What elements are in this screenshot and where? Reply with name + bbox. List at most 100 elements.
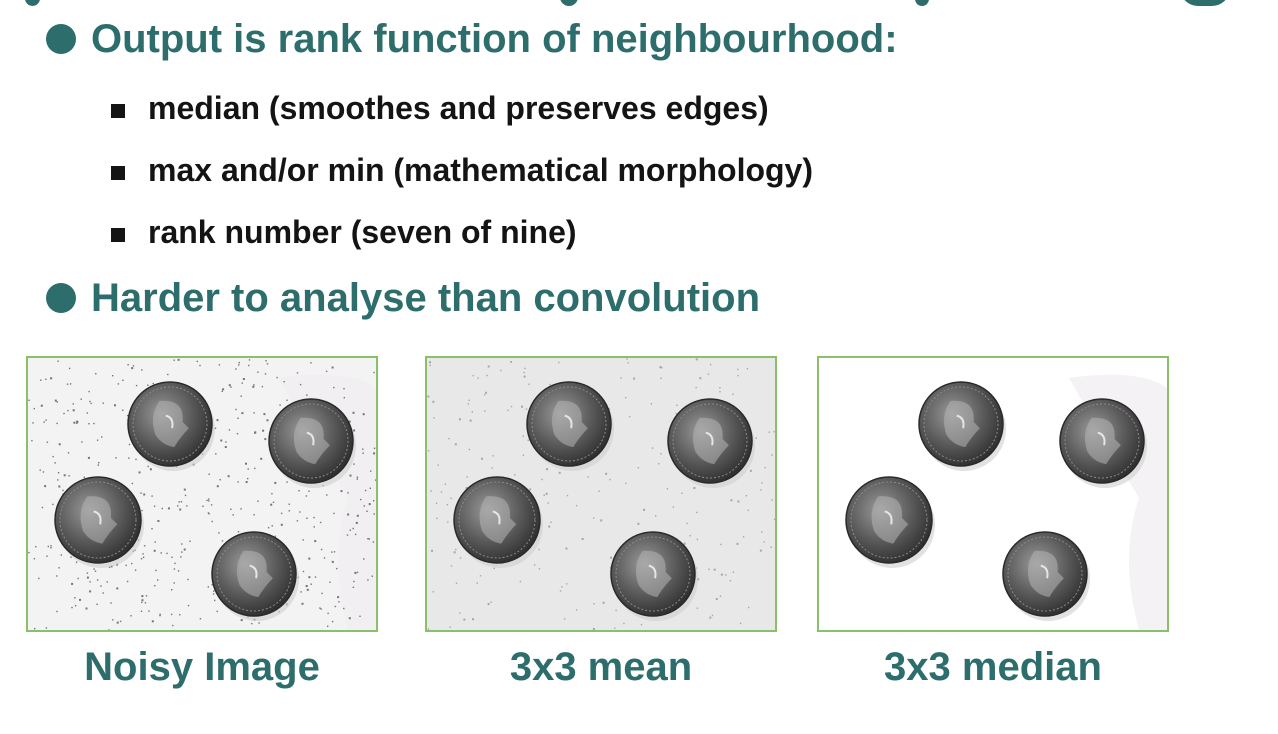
coin	[526, 381, 614, 471]
noise-dot	[519, 580, 522, 583]
noise-dot	[454, 443, 457, 446]
noise-dot	[38, 577, 40, 580]
noise-dot	[267, 527, 270, 529]
noise-dot	[459, 612, 461, 614]
noise-dot	[343, 388, 345, 390]
noise-dot	[253, 514, 255, 516]
noise-dot	[308, 557, 311, 560]
noise-dot	[356, 571, 359, 574]
cut-off-title	[0, 0, 1278, 8]
noise-dot	[151, 620, 154, 623]
noise-dot	[538, 568, 541, 570]
noise-dot	[742, 536, 745, 538]
noisy-image	[26, 356, 378, 632]
noise-dot	[50, 547, 52, 549]
noise-dot	[112, 619, 114, 621]
noise-dot	[240, 395, 242, 397]
noise-dot	[331, 551, 333, 553]
noise-dot	[547, 502, 549, 504]
noise-dot	[76, 420, 78, 422]
noise-dot	[455, 582, 458, 584]
noise-dot	[359, 615, 361, 617]
noise-dot	[56, 401, 58, 403]
noise-dot	[52, 455, 54, 458]
noise-dot	[333, 512, 335, 515]
noise-dot	[238, 361, 240, 364]
noise-dot	[142, 556, 145, 558]
noise-dot	[737, 374, 739, 377]
noise-dot	[73, 421, 76, 424]
noise-dot	[485, 391, 487, 394]
noise-dot	[614, 627, 616, 629]
noise-dot	[346, 534, 349, 536]
noise-dot	[521, 405, 523, 408]
noise-dot	[34, 628, 36, 630]
noise-dot	[286, 481, 288, 483]
noise-dot	[300, 591, 302, 593]
noise-dot	[142, 553, 144, 555]
noise-dot	[71, 582, 74, 585]
noise-dot	[138, 471, 141, 474]
noise-dot	[353, 463, 355, 465]
noise-dot	[245, 462, 247, 465]
noise-dot	[28, 399, 30, 401]
noise-dot	[196, 360, 198, 363]
noise-dot	[102, 402, 104, 404]
noise-dot	[695, 358, 698, 361]
noise-dot	[373, 500, 375, 502]
noise-dot	[737, 368, 739, 371]
noise-dot	[524, 367, 526, 370]
noise-dot	[54, 462, 56, 464]
noise-dot	[173, 359, 175, 361]
noise-dot	[561, 586, 563, 588]
noise-dot	[487, 603, 490, 606]
noise-dot	[187, 604, 190, 607]
noise-dot	[240, 508, 242, 510]
noise-dot	[522, 435, 524, 437]
noise-dot	[510, 361, 512, 363]
noise-dot	[760, 489, 762, 491]
noise-dot	[356, 476, 359, 478]
noise-dot	[331, 620, 334, 623]
noise-dot	[76, 422, 78, 424]
noise-dot	[729, 580, 732, 582]
noise-dot	[202, 505, 204, 507]
noise-dot	[337, 596, 340, 599]
coin	[211, 531, 299, 621]
noise-dot	[237, 481, 239, 483]
noise-dot	[759, 549, 762, 552]
noise-dot	[333, 386, 335, 389]
noise-dot	[356, 514, 359, 517]
noise-dot	[171, 556, 173, 558]
noise-dot	[116, 587, 119, 590]
noise-dot	[432, 591, 434, 593]
noise-dot	[575, 609, 578, 611]
noise-dot	[693, 487, 696, 489]
noise-dot	[566, 494, 569, 497]
noise-dot	[736, 542, 739, 545]
noise-dot	[643, 508, 646, 511]
noise-dot	[709, 616, 712, 619]
noise-dot	[683, 542, 686, 545]
noise-dot	[343, 607, 345, 610]
noise-dot	[254, 467, 256, 470]
noise-dot	[237, 417, 239, 419]
bullet-dot-icon	[46, 283, 76, 313]
noise-dot	[695, 386, 697, 389]
noise-dot	[76, 421, 79, 423]
noise-dot	[719, 595, 722, 597]
noise-dot	[336, 567, 338, 570]
noise-dot	[484, 393, 486, 396]
noise-dot	[280, 512, 283, 515]
noise-dot	[221, 540, 224, 542]
noise-dot	[737, 500, 740, 503]
noise-dot	[263, 413, 266, 416]
noise-dot	[298, 490, 300, 492]
noise-dot	[761, 482, 763, 484]
noise-dot	[274, 535, 276, 537]
noise-dot	[224, 446, 227, 448]
noise-dot	[80, 398, 82, 400]
noise-dot	[116, 621, 119, 624]
noise-dot	[715, 598, 718, 601]
noise-dot	[66, 383, 69, 385]
